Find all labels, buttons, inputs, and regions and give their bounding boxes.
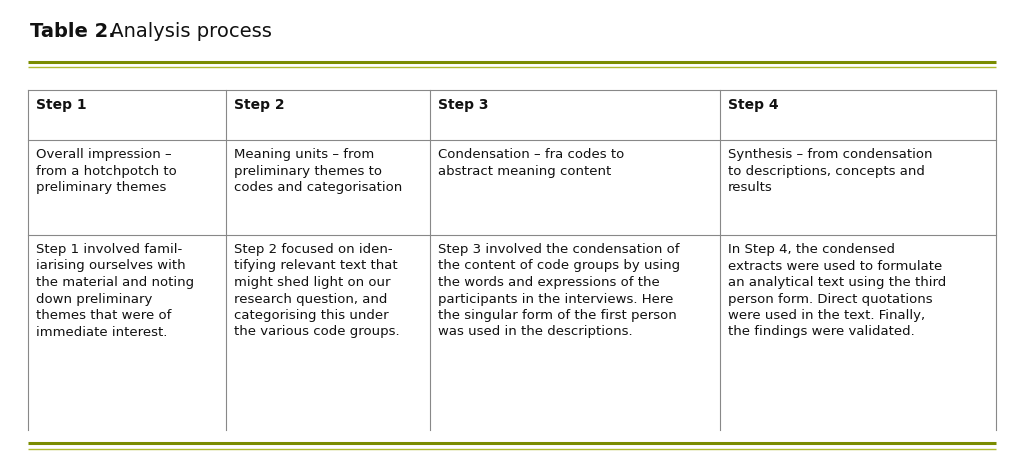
Text: Synthesis – from condensation
to descriptions, concepts and
results: Synthesis – from condensation to descrip… [728,148,933,194]
Text: Condensation – fra codes to
abstract meaning content: Condensation – fra codes to abstract mea… [437,148,624,177]
Text: In Step 4, the condensed
extracts were used to formulate
an analytical text usin: In Step 4, the condensed extracts were u… [728,243,946,339]
Text: Overall impression –
from a hotchpotch to
preliminary themes: Overall impression – from a hotchpotch t… [36,148,177,194]
Text: Step 1: Step 1 [36,98,87,112]
Text: Table 2.: Table 2. [30,22,116,41]
Text: Step 1 involved famil-
iarising ourselves with
the material and noting
down prel: Step 1 involved famil- iarising ourselve… [36,243,195,339]
Text: Step 3 involved the condensation of
the content of code groups by using
the word: Step 3 involved the condensation of the … [437,243,680,339]
Text: Step 3: Step 3 [437,98,488,112]
Text: Step 2: Step 2 [234,98,285,112]
Text: Analysis process: Analysis process [104,22,272,41]
Text: Step 4: Step 4 [728,98,778,112]
Text: Step 2 focused on iden-
tifying relevant text that
might shed light on our
resea: Step 2 focused on iden- tifying relevant… [234,243,400,339]
Text: Meaning units – from
preliminary themes to
codes and categorisation: Meaning units – from preliminary themes … [234,148,402,194]
